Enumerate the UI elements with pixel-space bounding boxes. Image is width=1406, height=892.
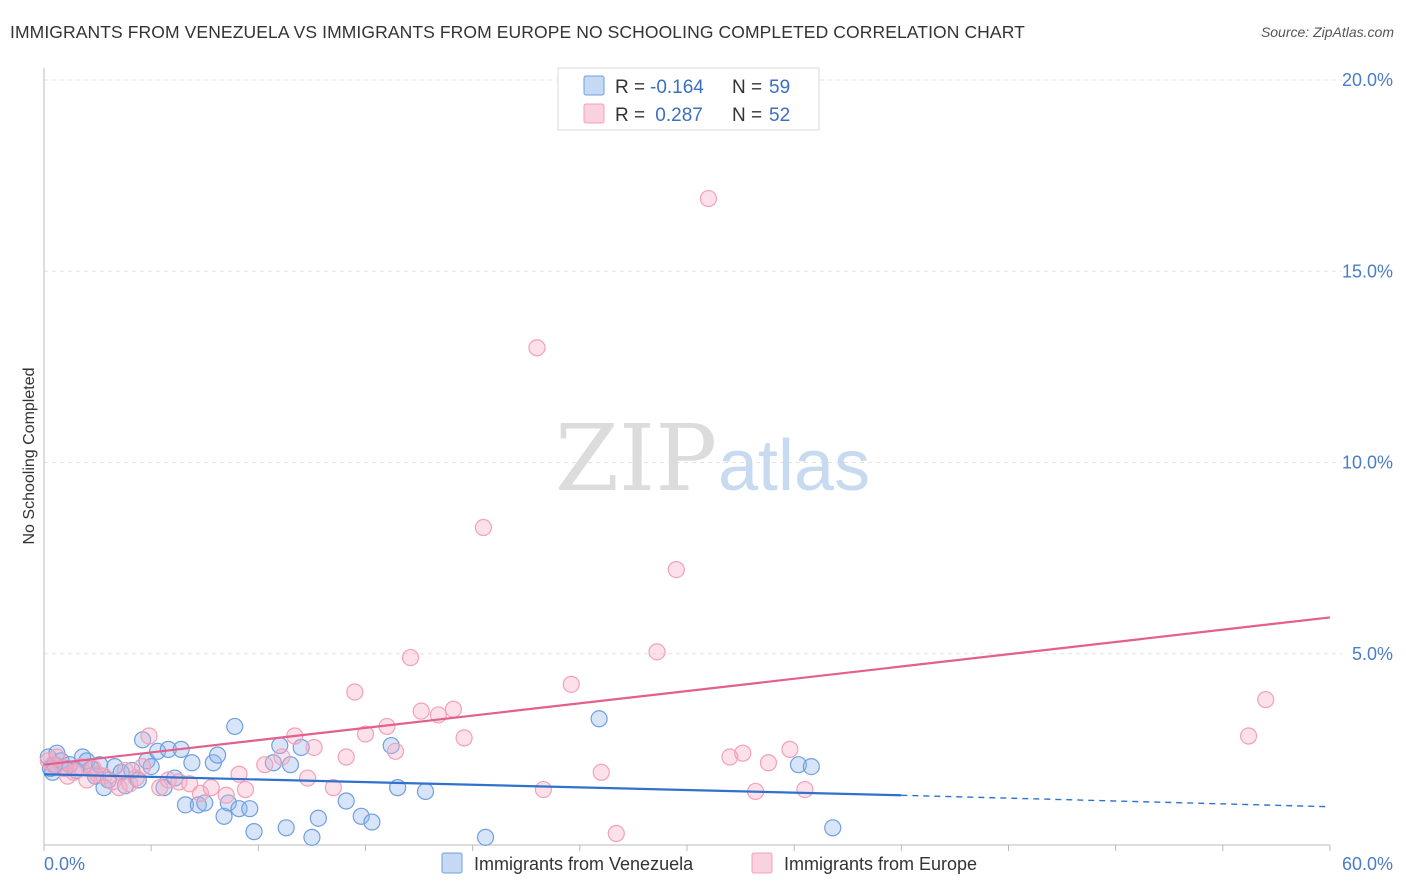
- europe-point-26: [236, 780, 255, 799]
- europe-point-50: [667, 560, 685, 579]
- x-tick-label-max: 60.0%: [1342, 854, 1393, 874]
- europe-point-27: [256, 756, 274, 774]
- europe-point-47: [592, 763, 610, 781]
- y-tick-label-0: 5.0%: [1352, 644, 1393, 664]
- venezuela-point-29: [176, 796, 195, 814]
- venezuela-point-40: [245, 823, 263, 841]
- venezuela-point-32: [196, 794, 214, 812]
- watermark-zip: ZIP: [555, 405, 717, 512]
- europe-point-22: [191, 784, 210, 802]
- europe-point-37: [386, 742, 405, 760]
- legend-swatch-europe: [583, 103, 605, 124]
- venezuela-point-34: [209, 746, 227, 764]
- chart-source: Source: ZipAtlas.com: [1260, 24, 1394, 40]
- europe-point-49: [648, 643, 666, 661]
- venezuela-point-46: [309, 809, 327, 827]
- europe-point-23: [202, 779, 220, 797]
- europe-point-30: [299, 769, 317, 787]
- europe-point-56: [796, 780, 814, 799]
- europe-point-52: [734, 744, 752, 762]
- watermark-atlas: atlas: [718, 426, 870, 506]
- venezuela-point-57: [824, 819, 842, 837]
- y-tick-label-1: 10.0%: [1342, 453, 1393, 473]
- venezuela-trend-line: [43, 773, 902, 797]
- venezuela-point-39: [241, 800, 259, 818]
- europe-point-11: [103, 773, 122, 791]
- venezuela-point-47: [337, 792, 355, 810]
- europe-trend-line: [43, 616, 1331, 766]
- europe-point-43: [474, 518, 492, 537]
- venezuela-point-35: [215, 807, 233, 825]
- europe-point-59: [1257, 691, 1275, 709]
- venezuela-trend-extension: [901, 794, 1331, 808]
- venezuela-point-53: [476, 828, 495, 846]
- europe-point-35: [356, 725, 375, 743]
- europe-point-12: [110, 779, 128, 797]
- europe-point-33: [337, 748, 355, 766]
- y-tick-label-3: 20.0%: [1342, 70, 1393, 90]
- europe-point-46: [562, 675, 580, 693]
- data-points: [39, 189, 1275, 846]
- europe-point-48: [607, 824, 625, 843]
- watermark: ZIP atlas: [555, 405, 870, 512]
- europe-point-54: [759, 754, 778, 772]
- venezuela-point-52: [416, 782, 435, 801]
- y-tick-label-2: 15.0%: [1342, 261, 1393, 281]
- grid-lines: [44, 79, 1342, 655]
- europe-point-51: [721, 748, 739, 766]
- venezuela-point-43: [277, 819, 295, 837]
- venezuela-point-30: [183, 754, 201, 772]
- trend-lines: [43, 616, 1331, 808]
- legend-r-label-1: R =: [615, 105, 645, 126]
- legend-r-value-1: 0.287: [650, 105, 703, 126]
- europe-point-42: [455, 729, 473, 747]
- europe-point-19: [159, 771, 177, 789]
- europe-point-57: [699, 189, 718, 208]
- legend-n-value-0: 59: [769, 77, 790, 98]
- europe-point-44: [528, 339, 546, 357]
- europe-point-31: [305, 738, 323, 757]
- europe-point-28: [273, 748, 291, 766]
- europe-point-45: [534, 780, 552, 799]
- x-tick-label-min: 0.0%: [44, 854, 85, 874]
- venezuela-point-45: [303, 828, 321, 846]
- legend-r-label-0: R =: [615, 77, 645, 98]
- y-axis-label: No Schooling Completed: [21, 368, 38, 545]
- europe-point-16: [133, 757, 152, 776]
- bottom-legend-label-europe: Immigrants from Europe: [784, 854, 977, 874]
- venezuela-point-55: [789, 756, 808, 774]
- europe-point-17: [140, 727, 158, 745]
- venezuela-point-49: [363, 813, 381, 831]
- venezuela-point-54: [590, 710, 608, 728]
- europe-point-21: [181, 775, 199, 793]
- bottom-legend-swatch-venezuela: [441, 852, 463, 874]
- bottom-legend: Immigrants from Venezuela Immigrants fro…: [441, 852, 977, 874]
- legend-n-label-1: N =: [732, 105, 762, 126]
- europe-point-38: [401, 648, 420, 667]
- venezuela-point-48: [352, 807, 370, 825]
- legend-swatch-venezuela: [583, 75, 605, 96]
- europe-point-9: [88, 765, 107, 783]
- y-tick-labels: 5.0% 10.0% 15.0% 20.0%: [1342, 70, 1393, 664]
- europe-point-5: [65, 763, 83, 781]
- europe-point-58: [1239, 727, 1258, 745]
- bottom-legend-swatch-europe: [751, 852, 773, 874]
- bottom-legend-label-venezuela: Immigrants from Venezuela: [474, 854, 694, 874]
- legend-n-label-0: N =: [732, 77, 762, 98]
- legend-r-value-0: -0.164: [650, 77, 704, 98]
- venezuela-point-37: [226, 717, 244, 736]
- venezuela-point-56: [802, 757, 820, 776]
- europe-point-55: [781, 740, 799, 758]
- legend-box: R = -0.164 N = 59 R = 0.287 N = 52: [557, 67, 820, 131]
- europe-point-34: [346, 683, 364, 701]
- europe-point-24: [217, 786, 235, 804]
- europe-point-39: [412, 702, 430, 720]
- europe-point-32: [324, 779, 342, 797]
- chart-title: IMMIGRANTS FROM VENEZUELA VS IMMIGRANTS …: [10, 22, 1025, 42]
- europe-point-41: [444, 700, 462, 718]
- x-ticks: [43, 845, 1331, 851]
- legend-n-value-1: 52: [769, 105, 790, 126]
